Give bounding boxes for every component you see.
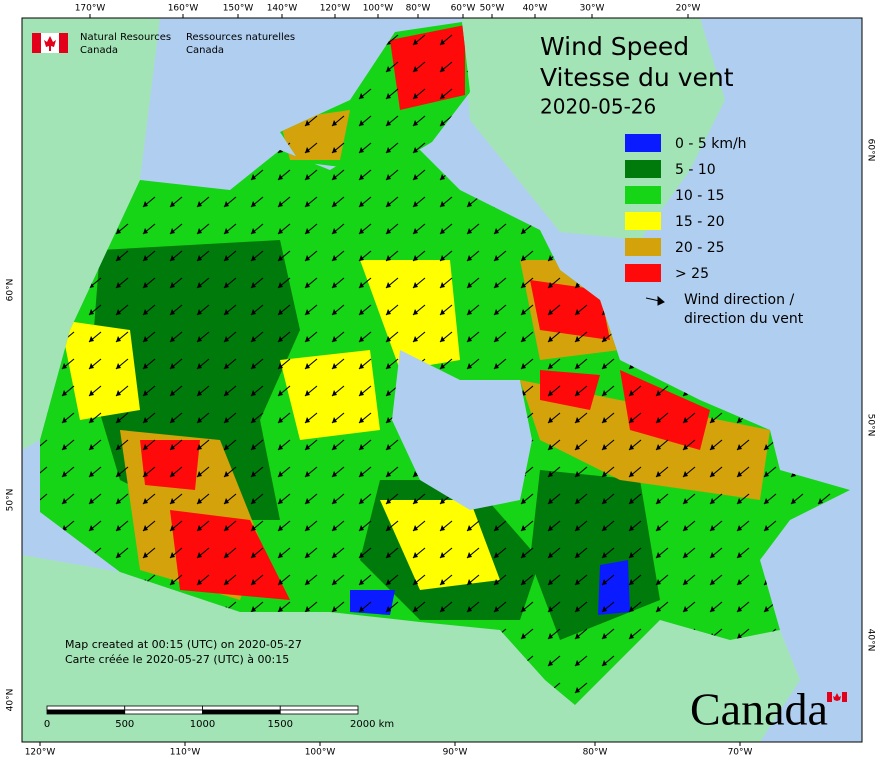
graticule-label: 80°W [406, 4, 431, 14]
created-note: Carte créée le 2020-05-27 (UTC) à 00:15 [65, 653, 289, 666]
wordmark-flag [827, 692, 832, 702]
scale-segment [279, 709, 359, 715]
legend-arrow [645, 295, 665, 306]
graticule-label: 110°W [170, 748, 201, 758]
graticule-label: 100°W [363, 4, 394, 14]
legend-label: 5 - 10 [675, 162, 716, 178]
graticule-label: 30°W [580, 4, 605, 14]
graticule-label: 90°W [443, 748, 468, 758]
legend-label: 10 - 15 [675, 188, 725, 204]
legend-label: > 25 [675, 266, 709, 282]
scale-label: 1500 [268, 719, 293, 730]
scale-segment [202, 709, 281, 715]
graticule-label: 140°W [267, 4, 298, 14]
greenland [462, 18, 725, 240]
legend-swatch [625, 186, 661, 204]
graticule-label: 40°N [6, 689, 16, 712]
created-note: Map created at 00:15 (UTC) on 2020-05-27 [65, 638, 302, 651]
legend-label: 0 - 5 km/h [675, 136, 747, 152]
scale-segment [279, 705, 359, 711]
scale-label: 1000 [190, 719, 215, 730]
graticule-label: 70°W [728, 748, 753, 758]
graticule-label: 20°W [676, 4, 701, 14]
legend-arrow-label: direction du vent [684, 311, 804, 327]
scale-segment [124, 709, 203, 715]
graticule-label: 60°W [451, 4, 476, 14]
usa [22, 555, 800, 742]
legend-swatch [625, 264, 661, 282]
graticule-label: 120°W [25, 748, 56, 758]
graticule-label: 150°W [223, 4, 254, 14]
legend-swatch [625, 238, 661, 256]
legend-swatch [625, 160, 661, 178]
graticule-label: 120°W [320, 4, 351, 14]
map-frame [21, 17, 863, 743]
alaska [22, 18, 160, 450]
graticule-label: 50°W [480, 4, 505, 14]
graticule-label: 60°N [6, 279, 16, 302]
graticule-label: 50°N [866, 414, 876, 437]
scale-segment [46, 709, 126, 715]
scale-segment [124, 705, 203, 711]
title-date: 2020-05-26 [540, 95, 656, 119]
legend-label: 20 - 25 [675, 240, 725, 256]
graticule-label: 100°W [305, 748, 336, 758]
graticule-label: 170°W [75, 4, 106, 14]
graticule-label: 50°N [6, 489, 16, 512]
wordmark-flag [842, 692, 847, 702]
legend-swatch [625, 134, 661, 152]
agency-fr: Ressources naturelles [186, 32, 295, 43]
agency-en: Canada [80, 45, 118, 56]
scale-label: 0 [44, 719, 50, 730]
flag [44, 36, 56, 51]
title: Vitesse du vent [540, 63, 734, 92]
hudson-bay [392, 350, 532, 510]
agency-fr: Canada [186, 45, 224, 56]
scale-label: 2000 km [350, 719, 394, 730]
flag [32, 33, 41, 53]
legend-swatch [625, 212, 661, 230]
wordmark: Canada [690, 684, 828, 735]
scale-segment [46, 705, 126, 711]
title: Wind Speed [540, 32, 689, 61]
wordmark-flag [833, 693, 841, 701]
legend-arrow-label: Wind direction / [684, 292, 794, 308]
graticule-label: 40°N [866, 629, 876, 652]
graticule-label: 40°W [523, 4, 548, 14]
legend-label: 15 - 20 [675, 214, 725, 230]
flag [59, 33, 68, 53]
graticule-label: 160°W [168, 4, 199, 14]
scale-label: 500 [115, 719, 134, 730]
graticule-label: 60°N [866, 139, 876, 162]
scale-segment [202, 705, 281, 711]
graticule-label: 80°W [583, 748, 608, 758]
agency-en: Natural Resources [80, 32, 171, 43]
